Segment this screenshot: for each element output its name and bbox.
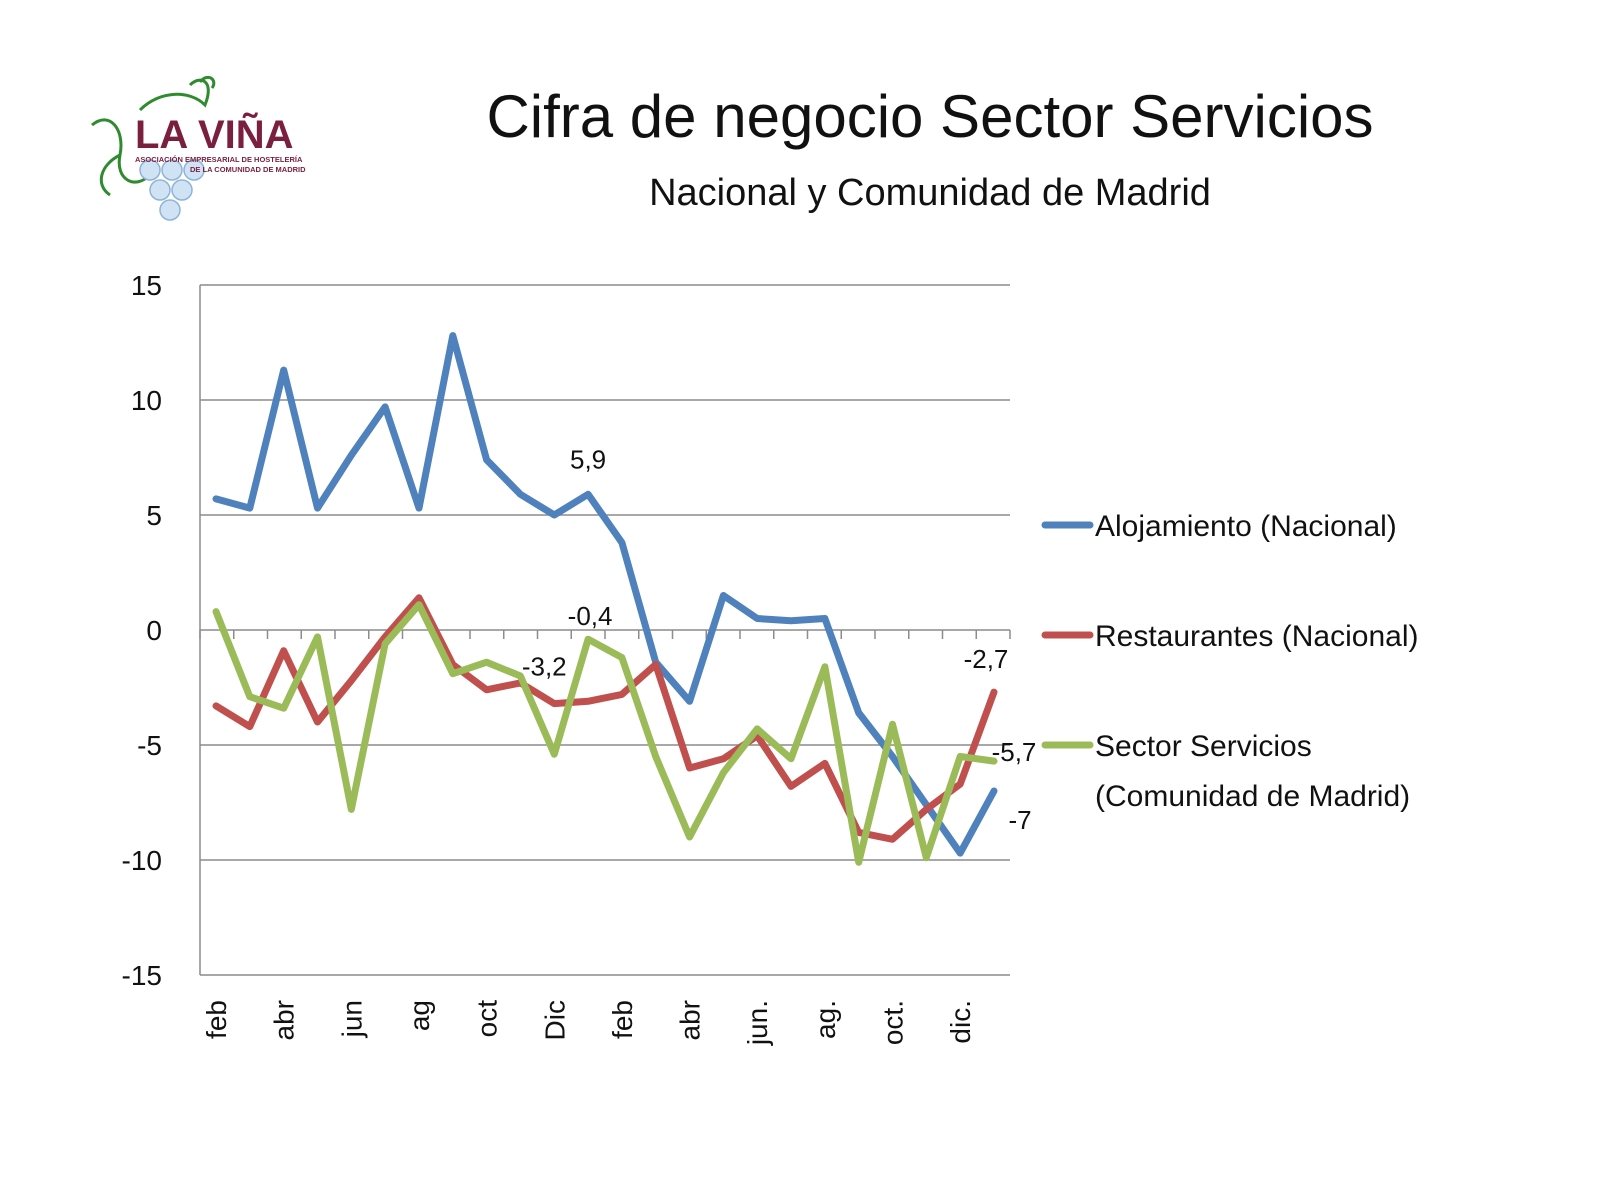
y-tick-label: 5 — [146, 500, 162, 531]
x-tick-label: feb — [607, 1000, 638, 1039]
data-label-0: 5,9 — [570, 444, 606, 474]
x-tick-label: ag. — [810, 1000, 841, 1039]
data-label-2: -3,2 — [522, 652, 567, 682]
x-tick-label: feb — [201, 1000, 232, 1039]
y-axis-ticks: 15 10 5 0 -5 -10 -15 — [122, 270, 162, 991]
data-label-4: -0,4 — [568, 601, 613, 631]
legend: Alojamiento (Nacional) Restaurantes (Naci… — [1041, 510, 1418, 813]
y-tick-label: 15 — [131, 270, 162, 301]
x-axis-ticks: feb abr jun ag oct Dic feb abr jun. ag. oct. dic. — [201, 1000, 976, 1046]
data-label-3: -2,7 — [964, 644, 1009, 674]
series-lines — [212, 332, 998, 866]
grid-lines — [200, 284, 1010, 861]
legend-label-0: Alojamiento (Nacional) — [1095, 510, 1397, 543]
legend-label-2: (Comunidad de Madrid) — [1095, 780, 1410, 813]
series-line-0 — [212, 332, 998, 857]
x-tick-label: oct — [472, 1000, 503, 1038]
logo-tagline-2: DE LA COMUNIDAD DE MADRID — [190, 165, 306, 174]
logo-name: LA VIÑA — [135, 111, 294, 157]
grapes-icon — [139, 159, 205, 221]
grape-leaf-icon — [91, 75, 216, 197]
x-tick-label: abr — [675, 1000, 706, 1040]
data-labels: 5,9 -7 -3,2 -2,7 -0,4 -5,7 — [522, 444, 1037, 835]
y-tick-label: -15 — [122, 960, 162, 991]
y-tick-label: -10 — [122, 845, 162, 876]
y-tick-label: -5 — [137, 730, 162, 761]
logo-tagline-1: ASOCIACIÓN EMPRESARIAL DE HOSTELERÍA — [135, 155, 303, 164]
data-label-1: -7 — [1008, 805, 1031, 835]
y-tick-label: 10 — [131, 385, 162, 416]
series-line-2 — [212, 601, 998, 866]
x-tick-label: dic. — [945, 1000, 976, 1044]
chart-subtitle: Nacional y Comunidad de Madrid — [649, 172, 1211, 214]
x-tick-label: oct. — [878, 1000, 909, 1045]
x-tick-label: Dic — [539, 1000, 570, 1040]
legend-label-2: Sector Servicios — [1095, 730, 1312, 763]
x-tick-label: jun. — [742, 1000, 773, 1046]
x-tick-label: ag — [404, 1000, 435, 1031]
x-tick-label: jun — [336, 1000, 367, 1038]
y-tick-label: 0 — [146, 615, 162, 646]
data-label-5: -5,7 — [992, 737, 1037, 767]
legend-label-1: Restaurantes (Nacional) — [1095, 620, 1418, 653]
chart-title: Cifra de negocio Sector Servicios — [486, 83, 1374, 150]
la-vina-logo: LA VIÑA ASOCIACIÓN EMPRESARIAL DE HOSTEL… — [91, 75, 306, 221]
x-tick-label: abr — [269, 1000, 300, 1040]
